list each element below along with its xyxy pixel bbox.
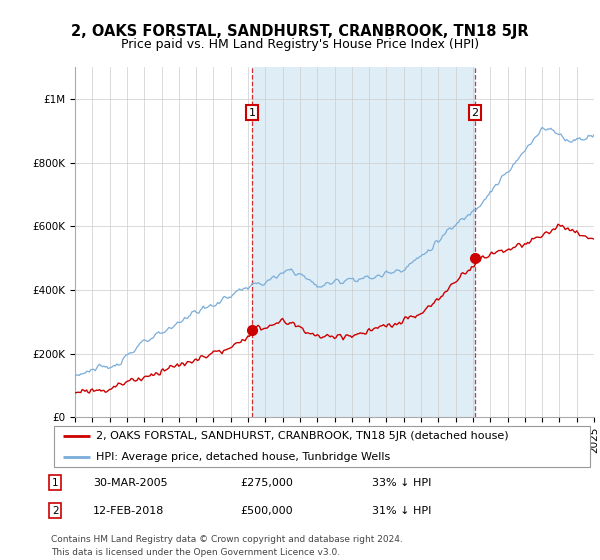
Text: Contains HM Land Registry data © Crown copyright and database right 2024.
This d: Contains HM Land Registry data © Crown c… xyxy=(51,535,403,557)
FancyBboxPatch shape xyxy=(54,426,590,467)
Text: 33% ↓ HPI: 33% ↓ HPI xyxy=(372,478,431,488)
Text: £500,000: £500,000 xyxy=(240,506,293,516)
Text: Price paid vs. HM Land Registry's House Price Index (HPI): Price paid vs. HM Land Registry's House … xyxy=(121,38,479,50)
Text: 30-MAR-2005: 30-MAR-2005 xyxy=(93,478,167,488)
Text: 2, OAKS FORSTAL, SANDHURST, CRANBROOK, TN18 5JR: 2, OAKS FORSTAL, SANDHURST, CRANBROOK, T… xyxy=(71,24,529,39)
Text: 2, OAKS FORSTAL, SANDHURST, CRANBROOK, TN18 5JR (detached house): 2, OAKS FORSTAL, SANDHURST, CRANBROOK, T… xyxy=(96,431,509,441)
Text: 1: 1 xyxy=(52,478,59,488)
Text: 2: 2 xyxy=(472,108,479,118)
Text: 31% ↓ HPI: 31% ↓ HPI xyxy=(372,506,431,516)
Text: 1: 1 xyxy=(248,108,256,118)
Text: £275,000: £275,000 xyxy=(240,478,293,488)
Text: 2: 2 xyxy=(52,506,59,516)
Text: HPI: Average price, detached house, Tunbridge Wells: HPI: Average price, detached house, Tunb… xyxy=(96,452,391,462)
Text: 12-FEB-2018: 12-FEB-2018 xyxy=(93,506,164,516)
Bar xyxy=(252,67,475,417)
